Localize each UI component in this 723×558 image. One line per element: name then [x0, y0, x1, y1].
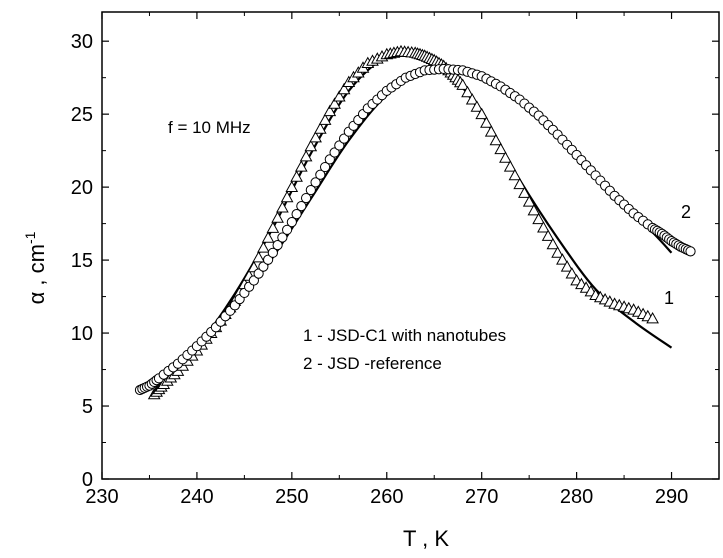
y-tick-label: 15: [71, 250, 93, 272]
data-point-series-1: [280, 190, 294, 203]
data-point-series-1: [456, 78, 470, 90]
svg-text:α , cm-1: α , cm-1: [22, 231, 49, 304]
data-point-series-1: [318, 113, 332, 125]
curve-label-2: 2: [681, 202, 691, 222]
data-point-series-1: [560, 260, 574, 272]
x-tick-label: 260: [370, 486, 403, 508]
plot-frame: [101, 11, 720, 480]
x-tick-label: 240: [180, 486, 213, 508]
y-tick-label: 25: [71, 104, 93, 126]
x-tick-label: 280: [560, 486, 593, 508]
curve-label-1: 1: [664, 288, 674, 308]
data-point-series-1: [290, 170, 303, 182]
data-point-series-2: [291, 209, 302, 220]
data-point-series-2: [253, 268, 264, 279]
data-point-series-1: [503, 160, 517, 172]
data-point-series-1: [480, 116, 493, 128]
data-point-series-1: [309, 130, 322, 143]
data-point-series-1: [294, 160, 308, 172]
data-point-series-1: [313, 122, 327, 134]
data-point-series-1: [465, 93, 479, 105]
x-axis-title: T , K: [403, 526, 449, 551]
data-point-series-1: [541, 229, 555, 241]
y-axis-title: α , cm-1: [22, 231, 49, 304]
y-axis-title-main: α , cm: [24, 244, 49, 304]
y-tick-label: 5: [82, 396, 93, 418]
data-point-series-2: [263, 254, 274, 265]
x-tick-label: 250: [275, 486, 308, 508]
data-point-series-2: [300, 192, 312, 204]
data-point-series-2: [334, 140, 345, 151]
data-point-series-1: [261, 231, 275, 243]
legend-line-1: 1 - JSD-C1 with nanotubes: [303, 326, 506, 345]
y-tick-label: 0: [82, 469, 93, 491]
x-tick-label: 230: [85, 486, 118, 508]
data-point-series-1: [522, 195, 536, 207]
data-point-series-1: [513, 177, 527, 190]
data-point-series-1: [532, 212, 545, 225]
axis-ticks: 230 240 250 260 270 280 290 0 5 10 15 20 25 30: [71, 12, 719, 508]
data-point-series-1: [546, 237, 560, 250]
frequency-annotation: f = 10 MHz: [168, 118, 251, 137]
data-point-series-1: [299, 149, 313, 162]
x-tick-label: 270: [465, 486, 498, 508]
data-point-series-2: [277, 232, 288, 243]
data-point-series-1: [271, 211, 284, 223]
data-point-series-2: [248, 275, 259, 286]
data-point-series-2: [272, 240, 283, 251]
data-point-series-1: [304, 139, 318, 152]
data-point-series-1: [489, 133, 503, 146]
y-tick-label: 20: [71, 177, 93, 199]
data-point-series-2: [282, 224, 293, 235]
data-point-series-2: [296, 200, 307, 212]
data-point-series-2: [315, 169, 326, 180]
x-tick-label: 290: [655, 486, 688, 508]
data-point-series-2: [310, 177, 321, 188]
data-point-series-1: [556, 253, 569, 265]
data-point-series-1: [337, 82, 351, 95]
data-point-series-2: [685, 246, 696, 257]
data-point-series-1: [252, 250, 265, 263]
data-point-series-1: [518, 186, 531, 198]
data-point-series-2: [286, 217, 297, 228]
data-point-series-1: [266, 221, 280, 233]
data-point-series-1: [328, 97, 341, 109]
data-point-series-2: [324, 154, 335, 165]
data-point-series-1: [470, 100, 484, 112]
data-point-series-1: [276, 201, 289, 213]
data-point-series-1: [527, 203, 541, 216]
data-point-series-1: [494, 142, 508, 155]
data-point-series-1: [646, 311, 659, 324]
data-point-series-1: [257, 241, 270, 253]
data-point-series-1: [508, 168, 522, 181]
data-point-series-1: [551, 246, 564, 258]
y-tick-label: 10: [71, 323, 93, 345]
data-markers: [134, 44, 696, 400]
data-point-series-1: [537, 221, 550, 233]
legend-line-2: 2 - JSD -reference: [303, 354, 442, 373]
data-point-series-2: [267, 247, 278, 258]
data-point-series-1: [285, 180, 299, 192]
data-point-series-2: [319, 161, 331, 173]
data-point-series-1: [565, 267, 579, 279]
data-point-series-2: [258, 261, 269, 272]
data-point-series-1: [323, 104, 337, 117]
y-tick-label: 30: [71, 31, 93, 53]
data-point-series-1: [461, 85, 474, 98]
plot-border: [101, 11, 720, 480]
data-point-series-1: [484, 125, 498, 137]
data-point-series-2: [338, 133, 350, 144]
data-point-series-1: [332, 90, 346, 102]
data-point-series-1: [475, 107, 489, 120]
data-point-series-2: [329, 147, 340, 158]
y-axis-title-exponent: -1: [22, 231, 38, 244]
data-point-series-2: [305, 184, 316, 196]
data-point-series-1: [499, 151, 512, 163]
